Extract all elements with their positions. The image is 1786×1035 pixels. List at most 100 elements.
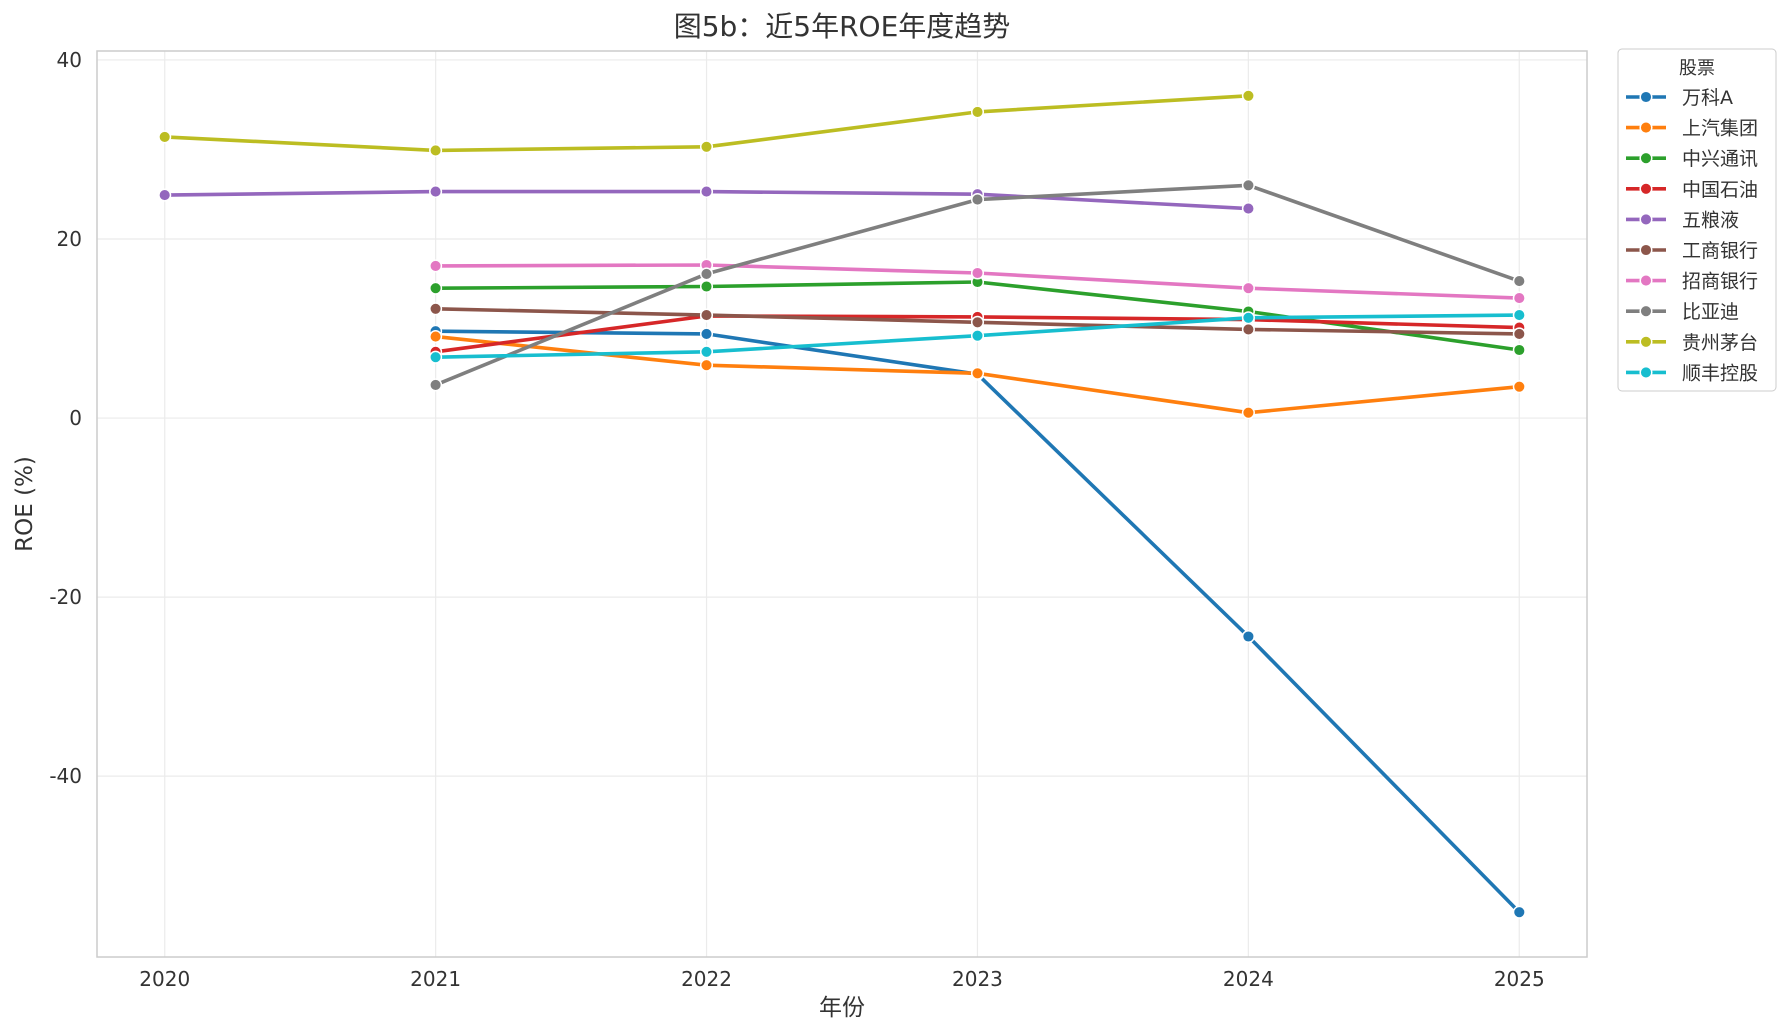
legend-marker-swatch	[1639, 274, 1653, 288]
legend-item: 中国石油	[1626, 179, 1758, 201]
series-6	[429, 258, 1526, 305]
data-point	[970, 193, 985, 207]
data-point	[429, 143, 443, 157]
data-point	[1241, 311, 1255, 325]
data-point	[429, 259, 443, 273]
legend-marker-swatch	[1639, 90, 1653, 104]
legend-item: 工商银行	[1626, 240, 1758, 262]
series-5	[429, 302, 1526, 341]
legend-marker-swatch	[1639, 182, 1653, 196]
axis-ticks: 2020 2021 2022 2023 2024 2025 -40 -20 0 20 40	[49, 48, 1544, 991]
x-tick-label: 2023	[952, 967, 1003, 991]
legend-marker-swatch	[1639, 365, 1653, 379]
data-point	[1512, 291, 1526, 305]
data-point	[158, 130, 172, 144]
legend-item: 上汽集团	[1626, 118, 1758, 140]
legend-title: 股票	[1679, 58, 1715, 79]
legend-item: 顺丰控股	[1626, 362, 1758, 384]
legend-marker-swatch	[1639, 151, 1653, 165]
data-point	[1241, 406, 1255, 420]
data-point	[429, 281, 443, 295]
data-point	[970, 329, 985, 343]
data-point	[699, 327, 714, 341]
legend-item: 贵州茅台	[1626, 332, 1758, 354]
series-2	[429, 275, 1526, 357]
data-point	[1241, 178, 1255, 192]
data-point	[1241, 202, 1255, 216]
data-point	[429, 378, 443, 392]
legend-item: 万科A	[1626, 87, 1733, 109]
legend-marker-swatch	[1639, 212, 1653, 226]
data-point	[1241, 281, 1255, 295]
data-point	[1512, 274, 1526, 288]
legend-label: 中国石油	[1682, 179, 1758, 201]
legend-label: 五粮液	[1682, 209, 1739, 231]
y-tick-label: -20	[49, 585, 82, 609]
data-point	[699, 308, 714, 322]
data-point	[699, 185, 714, 199]
x-axis-label: 年份	[819, 995, 865, 1021]
data-point	[970, 266, 985, 280]
legend-label: 顺丰控股	[1682, 362, 1758, 384]
data-point	[970, 315, 985, 329]
data-point	[1512, 343, 1526, 357]
grid-lines	[97, 51, 1587, 957]
data-point	[1241, 629, 1255, 644]
legend-label: 中兴通讯	[1682, 148, 1758, 170]
y-tick-label: 0	[69, 406, 82, 430]
data-point	[699, 358, 714, 372]
data-point	[429, 185, 443, 199]
y-axis-label: ROE (%)	[12, 456, 38, 552]
x-tick-label: 2022	[681, 967, 732, 991]
plot-area-frame	[96, 50, 1588, 958]
series-8	[158, 89, 1255, 157]
x-tick-label: 2020	[139, 967, 190, 991]
legend-marker-swatch	[1639, 121, 1653, 135]
legend-label: 万科A	[1682, 87, 1733, 109]
data-point	[429, 302, 443, 316]
data-point	[699, 279, 714, 294]
legend-label: 工商银行	[1682, 240, 1758, 262]
legend-box	[1617, 48, 1777, 392]
chart-title: 图5b：近5年ROE年度趋势	[674, 10, 1011, 43]
legend-label: 招商银行	[1682, 271, 1758, 293]
legend-item: 五粮液	[1626, 209, 1739, 231]
series-9	[429, 308, 1526, 364]
data-point	[699, 140, 714, 154]
legend-item: 中兴通讯	[1626, 148, 1758, 170]
series-lines	[158, 89, 1526, 919]
legend-item: 比亚迪	[1626, 301, 1739, 323]
x-tick-label: 2021	[410, 967, 461, 991]
series-7	[429, 178, 1526, 392]
data-point	[1512, 327, 1526, 341]
data-point	[429, 330, 443, 344]
y-tick-label: 20	[57, 227, 82, 251]
data-point	[1241, 322, 1255, 336]
legend-marker-swatch	[1639, 243, 1653, 257]
series-1	[429, 330, 1526, 420]
data-point	[1512, 905, 1526, 919]
data-point	[699, 267, 714, 281]
data-point	[1512, 308, 1526, 322]
legend-label: 贵州茅台	[1682, 332, 1758, 354]
legend-marker-swatch	[1639, 304, 1653, 318]
data-point	[970, 366, 985, 380]
legend-label: 比亚迪	[1682, 301, 1739, 323]
legend-label: 上汽集团	[1682, 118, 1758, 140]
x-tick-label: 2024	[1223, 967, 1274, 991]
legend-item: 招商银行	[1626, 271, 1758, 293]
data-point	[1512, 380, 1526, 394]
data-point	[158, 188, 172, 202]
x-tick-label: 2025	[1494, 967, 1545, 991]
y-tick-label: 40	[57, 48, 82, 72]
y-tick-label: -40	[49, 764, 82, 788]
data-point	[1241, 89, 1255, 103]
data-point	[970, 105, 985, 119]
data-point	[699, 345, 714, 359]
legend-marker-swatch	[1639, 335, 1653, 349]
data-point	[429, 350, 443, 364]
